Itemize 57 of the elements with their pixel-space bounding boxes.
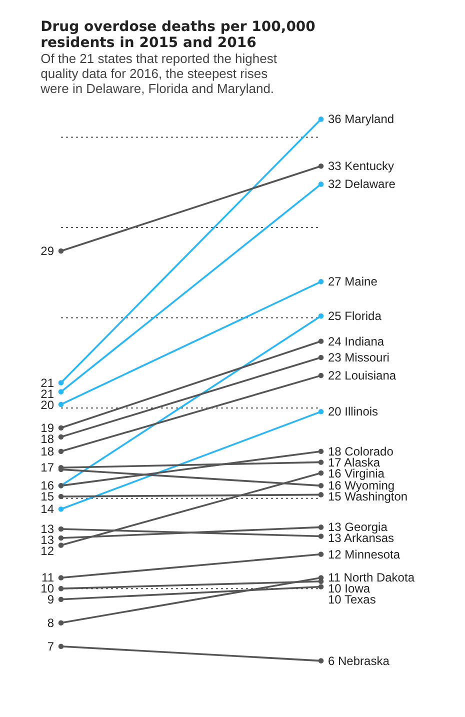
- point: [318, 534, 324, 539]
- data-label: 7: [47, 639, 54, 654]
- point: [318, 460, 324, 465]
- point: [318, 492, 324, 498]
- point: [318, 552, 324, 557]
- point: [318, 313, 324, 319]
- point: [58, 425, 64, 431]
- text: 16 Wyoming: [328, 478, 395, 493]
- point: [318, 338, 324, 344]
- point: [318, 470, 324, 476]
- point: [318, 409, 324, 414]
- point: [318, 372, 324, 378]
- data-label: 14: [40, 502, 54, 516]
- text: 33 Kentucky: [328, 159, 394, 174]
- text: 27 Maine: [328, 274, 378, 289]
- point: [58, 644, 64, 649]
- point: [58, 575, 64, 580]
- point: [318, 483, 324, 488]
- point: [318, 448, 324, 454]
- data-label: 29: [40, 244, 54, 258]
- point: [318, 279, 324, 284]
- point: [58, 620, 64, 626]
- text: 12 Minnesota: [328, 547, 400, 562]
- text: 25 Florida: [328, 308, 382, 323]
- data-label: 18: [40, 444, 54, 458]
- text: 6 Nebraska: [328, 654, 390, 668]
- point: [58, 448, 64, 454]
- point: [58, 389, 64, 394]
- data-label: 17: [40, 460, 54, 475]
- text: 22 Louisiana: [328, 368, 396, 383]
- point: [58, 535, 64, 541]
- point: [58, 542, 64, 548]
- chart-title: Drug overdose deaths per 100,000 residents in 2015 and 2016: [40, 19, 316, 51]
- text: 36 Maryland: [328, 112, 394, 126]
- chart-subtitle: Of the 21 states that reported the highest quality data for 2016, the steepest rises were in Delaware, Florida and Maryland.: [40, 51, 278, 96]
- point: [318, 524, 324, 530]
- point: [58, 434, 64, 440]
- point: [318, 584, 324, 590]
- point: [58, 586, 64, 592]
- point: [318, 354, 324, 360]
- point: [318, 116, 324, 122]
- text: 13 Georgia: [328, 520, 388, 534]
- text: 20 Illinois: [328, 404, 378, 419]
- data-label: 8: [47, 616, 54, 630]
- point: [318, 658, 324, 664]
- point: [58, 402, 64, 408]
- point: [58, 596, 64, 602]
- point: [58, 526, 64, 532]
- point: [58, 380, 64, 386]
- text: 32 Delaware: [328, 177, 396, 192]
- point: [58, 494, 64, 500]
- point: [58, 506, 64, 512]
- point: [318, 164, 324, 169]
- point: [318, 182, 324, 187]
- text: 24 Indiana: [328, 334, 384, 348]
- point: [58, 248, 64, 254]
- text: 23 Missouri: [328, 350, 390, 365]
